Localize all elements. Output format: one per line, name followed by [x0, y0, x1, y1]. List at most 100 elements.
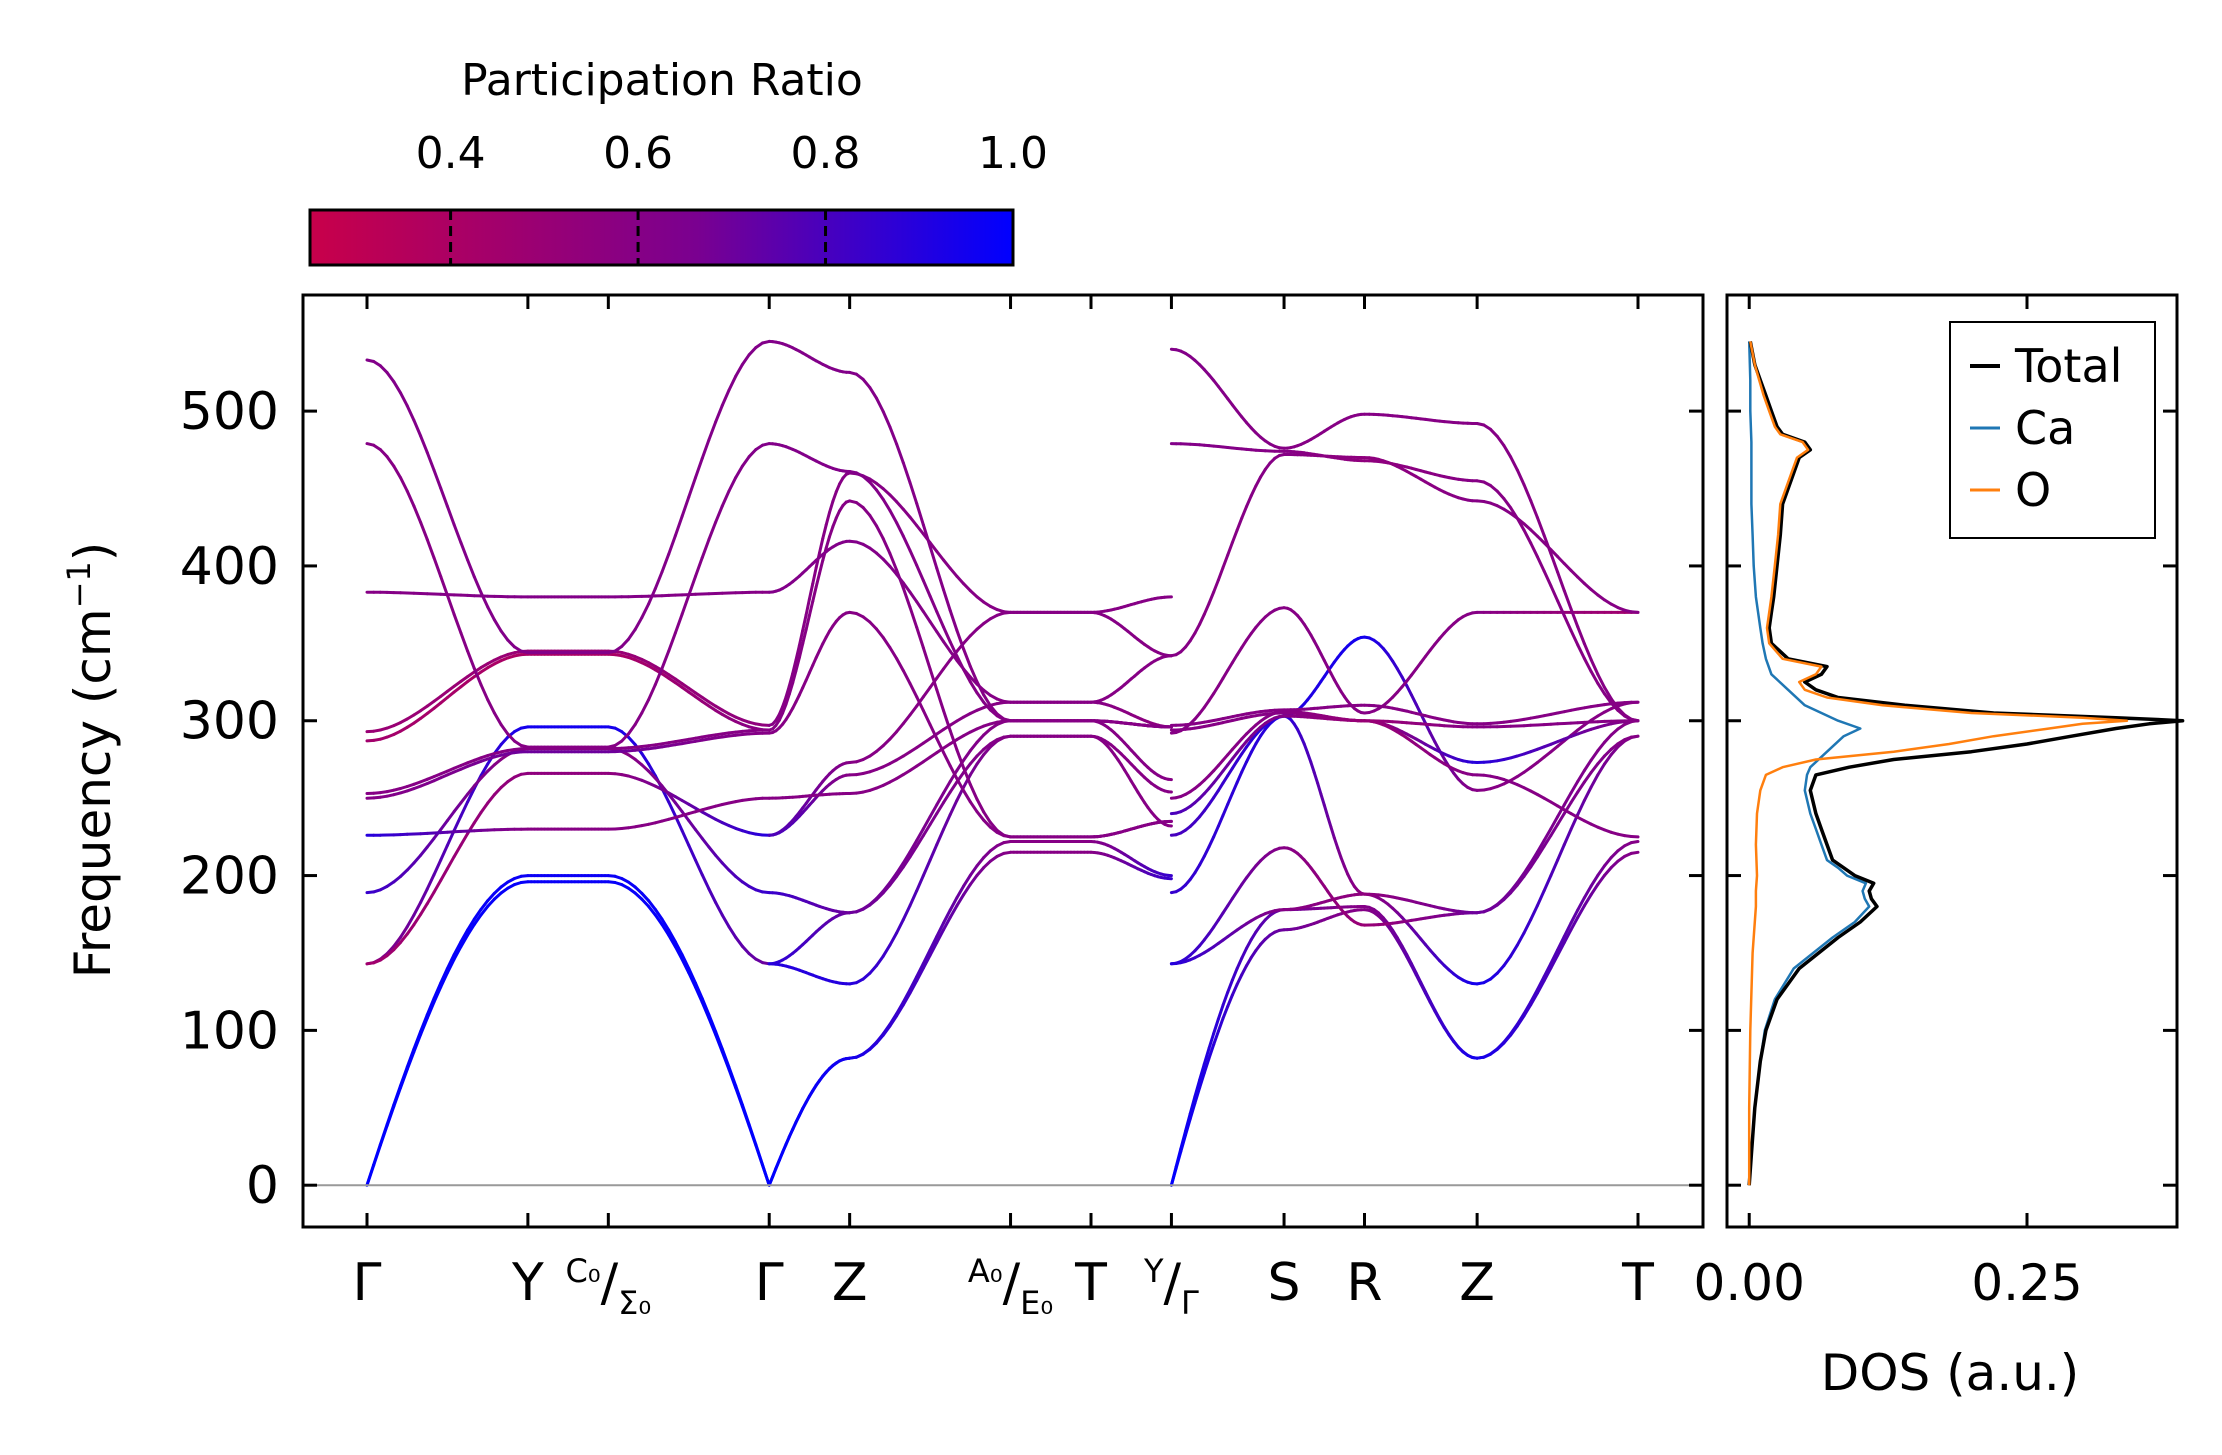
band-0-12-seg — [419, 434, 429, 455]
band-1-6-seg — [968, 627, 979, 638]
band-2-2-seg — [1596, 762, 1606, 777]
band-0-4-seg — [700, 836, 711, 849]
legend-o-label: O — [2015, 463, 2051, 517]
band-0-11-seg — [687, 574, 697, 597]
band-2-0-seg — [1582, 893, 1593, 908]
band-1-9-seg — [921, 646, 932, 671]
band-0-3-seg — [425, 890, 436, 906]
band-0-12-seg — [720, 388, 731, 407]
band-2-1-seg — [1424, 990, 1432, 1003]
band-2-11-seg — [1569, 568, 1580, 579]
band-0-12-seg — [626, 628, 637, 641]
band-1-9-seg — [824, 535, 831, 550]
band-2-4-seg — [1502, 889, 1513, 900]
band-0-2-seg — [734, 935, 744, 948]
band-0-1-seg — [479, 899, 490, 911]
band-2-11-seg — [1221, 553, 1230, 570]
band-2-4-seg — [1326, 814, 1333, 829]
band-1-13-seg — [921, 523, 932, 549]
band-0-2-seg — [640, 752, 651, 766]
band-1-3-seg — [948, 780, 959, 794]
band-1-1-seg — [915, 961, 925, 979]
band-1-12-seg — [935, 610, 945, 629]
band-0-12-seg — [452, 523, 463, 545]
band-1-8-seg — [895, 657, 905, 673]
band-1-13-seg — [982, 693, 992, 708]
band-1-12-seg — [875, 488, 885, 501]
band-0-12-seg — [694, 457, 704, 480]
band-y-tick-label: 500 — [180, 382, 279, 442]
band-0-11-seg — [479, 683, 490, 702]
band-2-12-seg — [1535, 555, 1546, 573]
band-2-3-seg — [1582, 771, 1593, 784]
band-2-11-seg — [1240, 505, 1248, 520]
band-2-3-seg — [1522, 865, 1533, 878]
band-1-9-seg — [781, 702, 788, 715]
band-2-1-seg — [1562, 921, 1573, 938]
band-0-1-seg — [425, 997, 436, 1017]
band-0-11-seg — [620, 732, 630, 743]
band-2-11-seg — [1198, 612, 1206, 626]
band-1-10-seg — [811, 566, 818, 585]
band-2-13-seg — [1629, 717, 1640, 723]
band-2-1-seg — [1582, 884, 1593, 900]
band-2-1-seg — [1603, 856, 1613, 868]
band-2-0-seg — [1535, 979, 1546, 995]
band-1-6-seg — [888, 730, 899, 741]
band-2-4-seg — [1254, 734, 1263, 746]
band-1-6-seg — [935, 667, 945, 680]
band-2-1-seg — [1174, 1147, 1183, 1169]
band-1-13-seg — [988, 704, 999, 716]
band-2-4-seg — [1562, 791, 1573, 807]
band-0-1-seg — [439, 967, 449, 985]
band-0-0-seg — [647, 904, 657, 917]
band-0-4-seg — [459, 792, 470, 805]
band-1-8-seg — [915, 695, 925, 713]
band-2-0-seg — [1596, 873, 1606, 886]
band-1-9-seg — [975, 797, 986, 814]
band-2-11-seg — [1549, 548, 1560, 559]
band-1-13-seg — [915, 501, 925, 527]
band-0-11-seg — [720, 489, 731, 508]
band-1-9-seg — [801, 628, 808, 646]
band-1-9-seg — [807, 599, 815, 617]
band-2-11-seg — [1576, 575, 1586, 585]
band-1-11-seg — [935, 630, 945, 644]
band-2-11-seg — [1226, 541, 1234, 557]
legend-ca-label: Ca — [2015, 401, 2075, 455]
band-0-12-seg — [506, 638, 516, 649]
band-1-13-seg — [888, 425, 899, 446]
band-y-tick-label: 400 — [180, 537, 279, 597]
band-0-2-seg — [667, 800, 677, 818]
band-1-10-seg — [955, 574, 966, 586]
band-1-12-seg — [888, 508, 899, 525]
band-1-9-seg — [875, 524, 885, 541]
band-2-1-seg — [1428, 999, 1437, 1012]
band-y-tick-label: 200 — [180, 847, 279, 907]
band-1-0-seg — [928, 941, 939, 957]
band-2-4-seg — [1582, 758, 1593, 772]
band-2-1-seg — [1596, 864, 1606, 877]
band-2-4-seg — [1332, 836, 1340, 850]
band-1-9-seg — [888, 551, 899, 572]
band-2-1-seg — [1515, 1012, 1526, 1026]
band-0-12-seg — [499, 629, 510, 642]
band-0-2-seg — [439, 843, 449, 862]
band-0-1-seg — [405, 1047, 416, 1069]
band-1-2-seg — [942, 813, 952, 831]
band-2-13-seg — [1502, 444, 1513, 459]
band-0-2-seg — [714, 900, 724, 917]
band-1-13-seg — [975, 680, 986, 697]
band-0-11-seg — [747, 448, 758, 459]
band-1-1-seg — [948, 896, 959, 912]
band-1-9-seg — [908, 605, 919, 629]
band-2-0-seg — [1629, 850, 1640, 855]
band-2-3-seg — [1589, 762, 1600, 774]
band-0-4-seg — [727, 868, 738, 878]
band-1-4-seg — [921, 815, 932, 831]
band-0-2-seg — [425, 873, 436, 891]
band-2-8-seg — [1226, 661, 1234, 672]
band-2-2-seg — [1549, 858, 1560, 877]
band-1-13-seg — [868, 385, 878, 400]
